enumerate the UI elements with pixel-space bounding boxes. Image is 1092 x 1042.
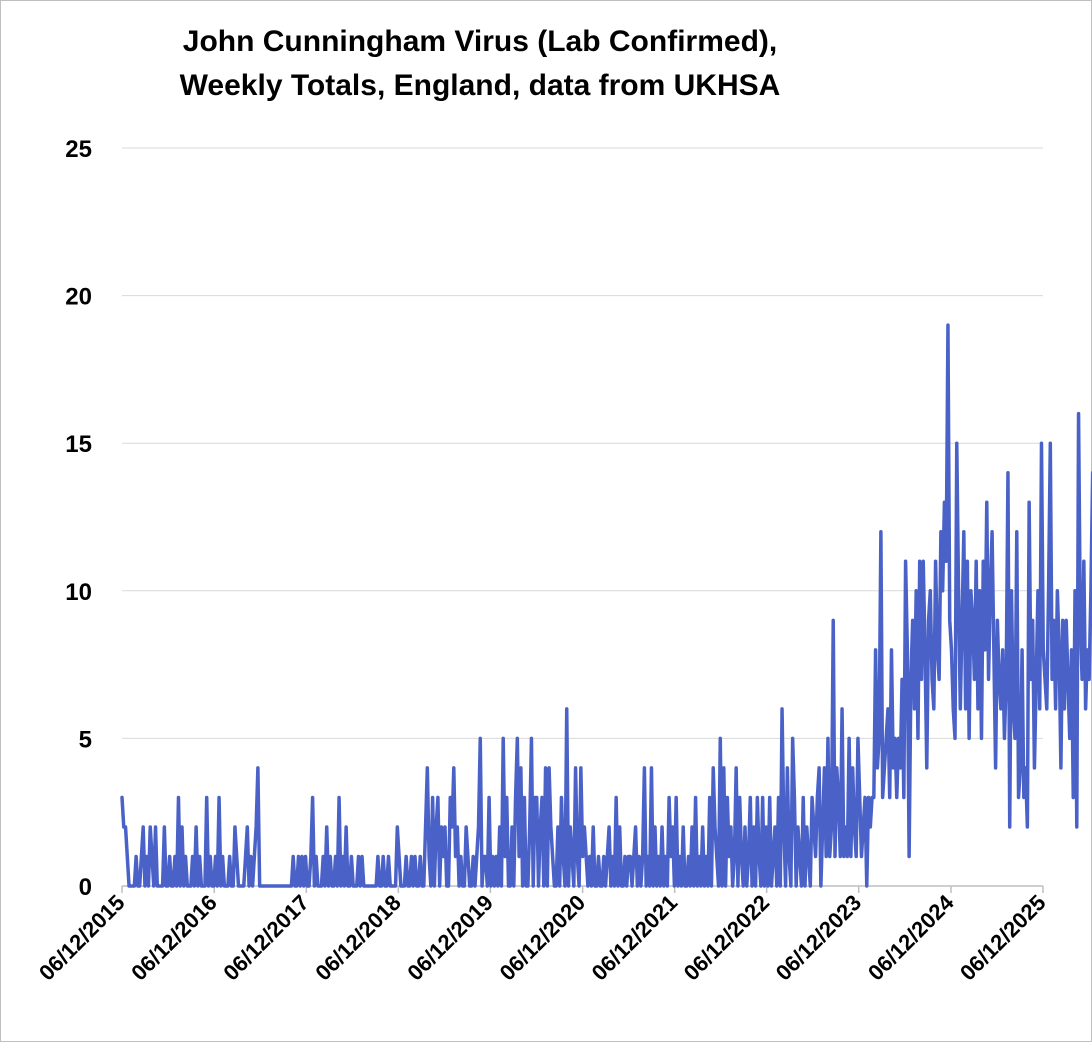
y-axis: 0 5 10 15 20 25 (65, 136, 92, 901)
x-tick-label-9: 06/12/2024 (863, 889, 959, 985)
x-tick-label-10: 06/12/2025 (955, 890, 1051, 986)
chart-title-line-1: John Cunningham Virus (Lab Confirmed), (182, 25, 778, 58)
y-tick-label-0: 0 (79, 874, 92, 901)
x-tick-label-6: 06/12/2021 (587, 890, 683, 986)
x-tick-label-7: 06/12/2022 (679, 890, 775, 986)
series-line-0 (120, 323, 1092, 888)
y-tick-label-15: 15 (65, 431, 92, 458)
y-tick-label-5: 5 (79, 726, 92, 753)
chart-title: John Cunningham Virus (Lab Confirmed), W… (60, 20, 900, 108)
chart-title-line-2: Weekly Totals, England, data from UKHSA (179, 69, 781, 102)
y-tick-label-25: 25 (65, 136, 92, 163)
x-tick-label-2: 06/12/2017 (218, 890, 314, 986)
x-tick-label-5: 06/12/2020 (495, 890, 591, 986)
x-tick-label-1: 06/12/2016 (126, 890, 222, 986)
x-axis: 06/12/201506/12/201606/12/201706/12/2018… (34, 885, 1051, 986)
y-tick-label-20: 20 (65, 284, 92, 311)
y-tick-label-10: 10 (65, 579, 92, 606)
x-tick-label-8: 06/12/2023 (771, 890, 867, 986)
x-tick-label-3: 06/12/2018 (310, 890, 406, 986)
series-layer (120, 323, 1092, 888)
x-tick-label-4: 06/12/2019 (402, 890, 498, 986)
x-tick-label-0: 06/12/2015 (34, 890, 130, 986)
